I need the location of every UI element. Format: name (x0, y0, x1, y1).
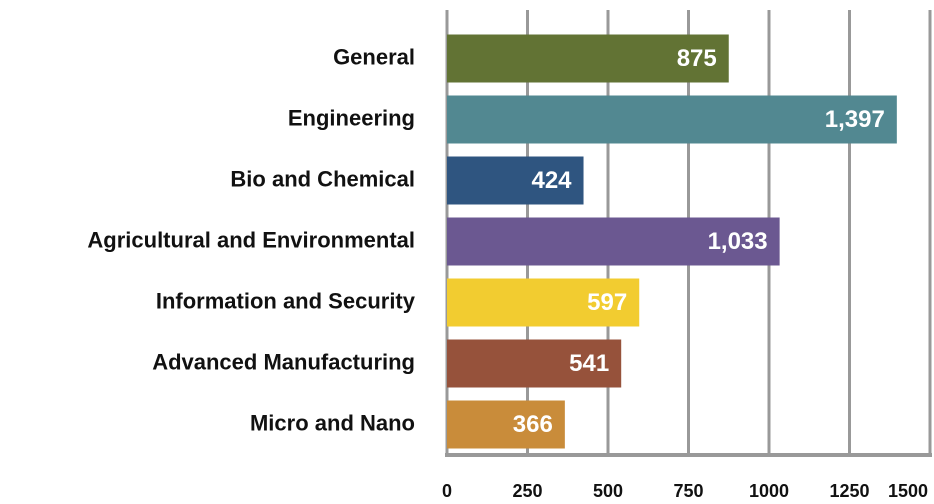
value-label: 1,033 (708, 228, 768, 255)
value-label: 424 (531, 167, 572, 194)
bar (447, 217, 780, 266)
x-tick-label: 0 (442, 481, 452, 501)
value-label: 1,397 (825, 106, 885, 133)
x-tick-label: 1250 (829, 481, 869, 501)
x-tick-label: 750 (673, 481, 703, 501)
y-tick-label: Engineering (288, 105, 415, 130)
y-tick-label: Bio and Chemical (230, 166, 415, 191)
bar (447, 339, 622, 388)
y-tick-label: Agricultural and Environmental (87, 227, 415, 252)
y-tick-label: General (333, 44, 415, 69)
bar (447, 34, 729, 83)
bar (447, 400, 565, 449)
x-tick-label: 1500 (888, 481, 928, 501)
bar (447, 278, 640, 327)
value-label: 366 (513, 411, 553, 438)
x-tick-label: 250 (512, 481, 542, 501)
x-tick-label: 500 (593, 481, 623, 501)
bar (447, 95, 897, 144)
value-label: 541 (569, 350, 609, 377)
y-tick-label: Micro and Nano (250, 410, 415, 435)
value-label: 597 (587, 289, 627, 316)
value-label: 875 (677, 45, 717, 72)
x-tick-label: 1000 (749, 481, 789, 501)
y-tick-label: Advanced Manufacturing (152, 349, 415, 374)
y-tick-label: Information and Security (156, 288, 416, 313)
bar (447, 156, 584, 205)
